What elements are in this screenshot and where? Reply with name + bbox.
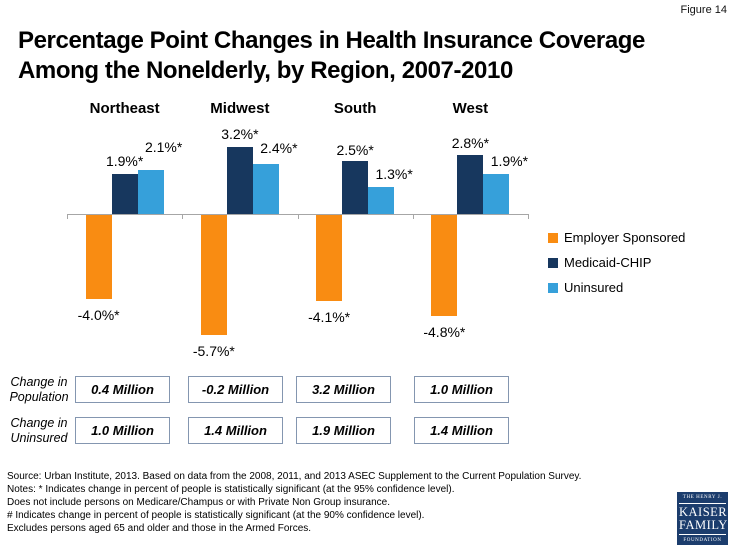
bar-value-label: 2.8%* [451, 135, 490, 151]
bar-medicaid-chip-northeast [111, 174, 138, 214]
legend-item-employer-sponsored: Employer Sponsored [548, 230, 685, 245]
value-box: 1.4 Million [414, 417, 509, 444]
bar-value-label: -5.7%* [192, 343, 235, 359]
bar-medicaid-chip-midwest [226, 147, 253, 214]
bar-value-label: 3.2%* [221, 126, 259, 142]
footnote-line: # Indicates change in percent of people … [7, 510, 425, 521]
bar-employer-sponsored-northeast [85, 215, 112, 299]
x-axis-tick [412, 214, 414, 219]
x-axis-tick [297, 214, 299, 219]
bar-medicaid-chip-west [457, 155, 484, 214]
region-label-northeast: Northeast [89, 100, 160, 117]
bar-employer-sponsored-midwest [200, 215, 227, 335]
region-label-south: South [333, 100, 377, 117]
bar-value-label: 1.9%* [105, 153, 144, 169]
bar-uninsured-south [368, 187, 395, 214]
x-axis-tick [182, 214, 184, 219]
footnotes: Source: Urban Institute, 2013. Based on … [7, 470, 581, 535]
bar-value-label: 1.9%* [490, 153, 529, 169]
bar-value-label: -4.1%* [308, 309, 351, 325]
value-box: 1.0 Million [414, 376, 509, 403]
bar-uninsured-west [483, 174, 510, 214]
value-box: 1.0 Million [75, 417, 170, 444]
bar-value-label: -4.0%* [77, 307, 120, 323]
legend-label: Employer Sponsored [564, 230, 686, 245]
x-axis-tick [528, 214, 529, 219]
bar-value-label: 2.5%* [336, 142, 374, 158]
figure-number: Figure 14 [680, 4, 727, 16]
x-axis-tick [67, 214, 68, 219]
table-row-label: Change in Uninsured [10, 415, 68, 445]
bar-employer-sponsored-west [431, 215, 458, 316]
footnote-line: Source: Urban Institute, 2013. Based on … [7, 471, 582, 482]
logo-line-top: THE HENRY J. [679, 494, 726, 504]
footnote-line: Excludes persons aged 65 and older and t… [7, 523, 312, 534]
bar-uninsured-midwest [252, 164, 279, 214]
bar-value-label: 1.3%* [375, 166, 413, 182]
region-label-west: West [452, 100, 489, 117]
bar-value-label: 2.1%* [144, 139, 183, 155]
footnote-line: Notes: * Indicates change in percent of … [7, 484, 455, 495]
bar-value-label: -4.8%* [423, 324, 466, 340]
value-box: 3.2 Million [296, 376, 391, 403]
legend-swatch [548, 282, 558, 293]
page-title: Percentage Point Changes in Health Insur… [18, 27, 645, 85]
legend-swatch [548, 232, 558, 243]
region-label-midwest: Midwest [210, 100, 270, 117]
bar-value-label: 2.4%* [260, 140, 298, 156]
legend-swatch [548, 257, 558, 268]
value-box: 1.9 Million [296, 417, 391, 444]
legend-label: Medicaid-CHIP [564, 255, 652, 270]
legend-label: Uninsured [564, 280, 624, 295]
value-box: 0.4 Million [75, 376, 170, 403]
bar-uninsured-northeast [137, 170, 164, 214]
value-box: 1.4 Million [188, 417, 283, 444]
logo-line-kaiser: KAISER [679, 504, 728, 519]
table-row-label: Change in Population [9, 374, 69, 404]
value-box: -0.2 Million [188, 376, 283, 403]
kaiser-family-foundation-logo: THE HENRY J. KAISER FAMILY FOUNDATION [677, 492, 728, 545]
legend-item-uninsured: Uninsured [548, 280, 623, 295]
footnote-line: Does not include persons on Medicare/Cha… [7, 497, 390, 508]
logo-line-bottom: FOUNDATION [679, 533, 726, 544]
logo-line-family: FAMILY [679, 517, 728, 532]
bar-medicaid-chip-south [342, 161, 369, 214]
legend-item-medicaid-chip: Medicaid-CHIP [548, 255, 651, 270]
bar-employer-sponsored-south [316, 215, 343, 301]
